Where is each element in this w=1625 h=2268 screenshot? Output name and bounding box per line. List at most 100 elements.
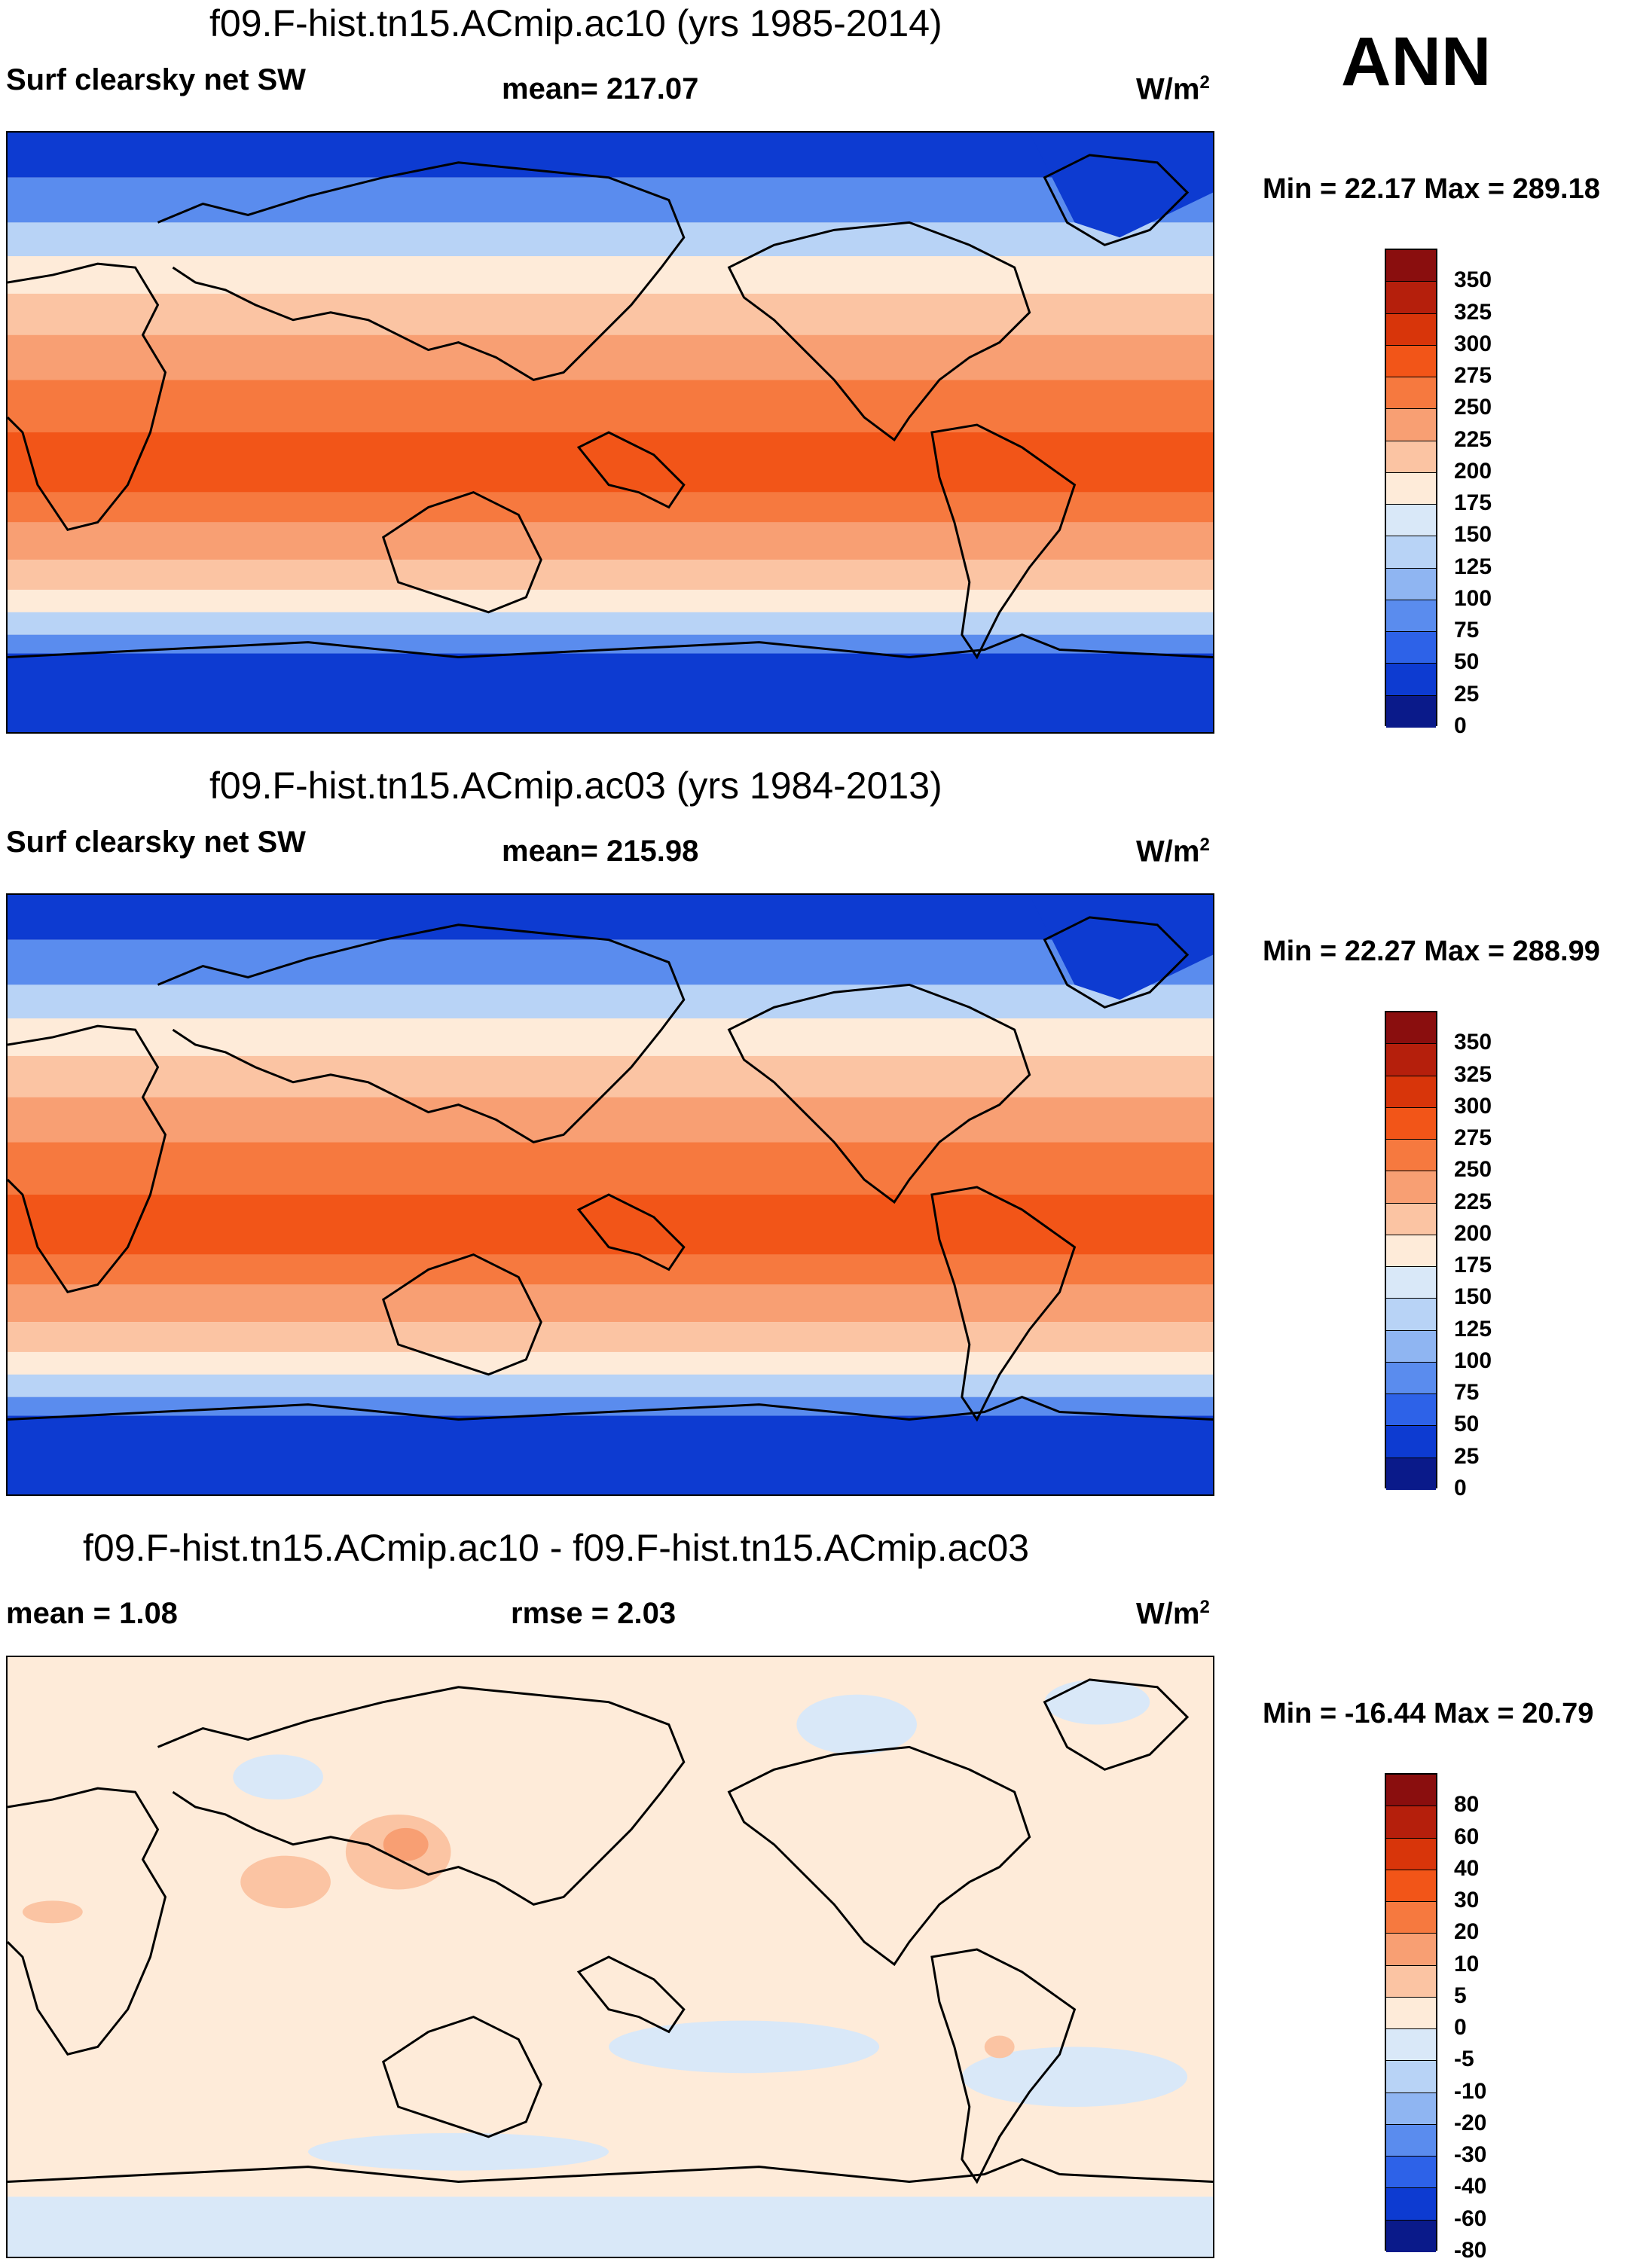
colorbar-cell <box>1386 1076 1436 1108</box>
panel1-units: W/m2 <box>1136 72 1210 106</box>
colorbar-cell <box>1386 2029 1436 2062</box>
colorbar-tick-label: -80 <box>1454 2238 1487 2263</box>
colorbar-tick-label: -5 <box>1454 2047 1474 2072</box>
colorbar-cell <box>1386 2157 1436 2189</box>
colorbar-cell <box>1386 1362 1436 1395</box>
colorbar-cell <box>1386 1394 1436 1427</box>
colorbar-tick-label: 150 <box>1454 1284 1492 1310</box>
colorbar-tick-label: 100 <box>1454 1348 1492 1373</box>
panel2-units: W/m2 <box>1136 835 1210 868</box>
colorbar-tick-label: 25 <box>1454 681 1480 707</box>
panel2-variable: Surf clearsky net SW <box>6 826 306 859</box>
panel3-fields <box>8 1657 1213 2257</box>
colorbar-tick-label: -20 <box>1454 2110 1487 2135</box>
colorbar-cell <box>1386 1902 1436 1934</box>
colorbar-cell <box>1386 1965 1436 1998</box>
colorbar-tick-label: -60 <box>1454 2205 1487 2231</box>
colorbar-tick-label: 40 <box>1454 1855 1480 1881</box>
panel1-mean: mean= 217.07 <box>502 72 699 105</box>
colorbar-cell <box>1386 472 1436 505</box>
colorbar-cell <box>1386 1299 1436 1331</box>
panel1-variable: Surf clearsky net SW <box>6 63 306 96</box>
panel1-map-svg <box>8 133 1213 732</box>
colorbar-tick-label: 80 <box>1454 1792 1480 1818</box>
panel3-units: W/m2 <box>1136 1597 1210 1631</box>
colorbar-tick-label: 200 <box>1454 458 1492 484</box>
colorbar-tick-label: -10 <box>1454 2078 1487 2104</box>
panel3-title: f09.F-hist.tn15.ACmip.ac10 - f09.F-hist.… <box>83 1527 1030 1569</box>
colorbar-tick-label: -30 <box>1454 2142 1487 2168</box>
colorbar-cell <box>1386 2188 1436 2221</box>
colorbar-cell <box>1386 2061 1436 2093</box>
panel1-title: f09.F-hist.tn15.ACmip.ac10 (yrs 1985-201… <box>209 2 942 44</box>
colorbar-tick-label: 325 <box>1454 299 1492 325</box>
colorbar-tick-label: 20 <box>1454 1919 1480 1945</box>
colorbar-tick-label: 325 <box>1454 1061 1492 1087</box>
colorbar-cell <box>1386 282 1436 314</box>
colorbar-tick-label: 125 <box>1454 1316 1492 1342</box>
panel3-mean: mean = 1.08 <box>6 1597 178 1630</box>
colorbar-cell <box>1386 2220 1436 2252</box>
panel2-minmax: Min = 22.27 Max = 288.99 <box>1263 936 1600 967</box>
colorbar-cell <box>1386 1171 1436 1204</box>
panel2-colorbar <box>1385 1011 1437 1490</box>
colorbar-cell <box>1386 377 1436 410</box>
colorbar-tick-label: 175 <box>1454 1253 1492 1278</box>
colorbar-cell <box>1386 313 1436 346</box>
colorbar-tick-label: 150 <box>1454 522 1492 548</box>
colorbar-cell <box>1386 505 1436 537</box>
panel2-title: f09.F-hist.tn15.ACmip.ac03 (yrs 1984-201… <box>209 765 942 807</box>
colorbar-cell <box>1386 2124 1436 2157</box>
panel1-minmax: Min = 22.17 Max = 289.18 <box>1263 173 1600 205</box>
panel3-map-svg <box>8 1657 1213 2257</box>
colorbar-tick-label: 175 <box>1454 490 1492 516</box>
colorbar-tick-label: 275 <box>1454 1125 1492 1151</box>
panel2-map-svg <box>8 895 1213 1494</box>
panel2-mean: mean= 215.98 <box>502 835 699 868</box>
colorbar-cell <box>1386 441 1436 473</box>
colorbar-tick-label: 10 <box>1454 1951 1480 1976</box>
panel2-map <box>6 893 1214 1496</box>
colorbar-cell <box>1386 1235 1436 1268</box>
colorbar-tick-label: 0 <box>1454 2015 1467 2041</box>
colorbar-tick-label: 60 <box>1454 1824 1480 1849</box>
colorbar-cell <box>1386 1934 1436 1966</box>
colorbar-cell <box>1386 250 1436 282</box>
colorbar-tick-label: 0 <box>1454 713 1467 738</box>
panel1-bands <box>8 133 1213 732</box>
colorbar-tick-label: 275 <box>1454 363 1492 389</box>
colorbar-cell <box>1386 536 1436 569</box>
colorbar-cell <box>1386 568 1436 600</box>
colorbar-tick-label: 5 <box>1454 1983 1467 2008</box>
colorbar-cell <box>1386 1806 1436 1839</box>
colorbar-tick-label: 125 <box>1454 554 1492 579</box>
colorbar-tick-label: 225 <box>1454 1189 1492 1214</box>
colorbar-tick-label: 25 <box>1454 1443 1480 1469</box>
colorbar-cell <box>1386 632 1436 664</box>
colorbar-tick-label: 350 <box>1454 267 1492 293</box>
colorbar-cell <box>1386 1330 1436 1363</box>
colorbar-tick-label: 200 <box>1454 1220 1492 1246</box>
panel3-colorbar <box>1385 1773 1437 2252</box>
colorbar-cell <box>1386 345 1436 378</box>
colorbar-cell <box>1386 600 1436 633</box>
colorbar-cell <box>1386 1107 1436 1140</box>
colorbar-cell <box>1386 664 1436 696</box>
colorbar-tick-label: 100 <box>1454 585 1492 611</box>
colorbar-cell <box>1386 409 1436 441</box>
panel2-coastlines <box>8 916 1213 1422</box>
panel1-colorbar <box>1385 249 1437 728</box>
colorbar-tick-label: 50 <box>1454 649 1480 675</box>
colorbar-tick-label: 0 <box>1454 1476 1467 1500</box>
colorbar-tick-label: 300 <box>1454 331 1492 356</box>
colorbar-cell <box>1386 1044 1436 1076</box>
panel3-map <box>6 1656 1214 2258</box>
panel1-map <box>6 131 1214 734</box>
colorbar-cell <box>1386 695 1436 728</box>
panel1-coastlines <box>8 154 1213 660</box>
colorbar-tick-label: 250 <box>1454 1157 1492 1183</box>
colorbar-cell <box>1386 1012 1436 1045</box>
colorbar-cell <box>1386 1203 1436 1235</box>
panel3-minmax: Min = -16.44 Max = 20.79 <box>1263 1698 1594 1729</box>
colorbar-tick-label: 250 <box>1454 395 1492 420</box>
